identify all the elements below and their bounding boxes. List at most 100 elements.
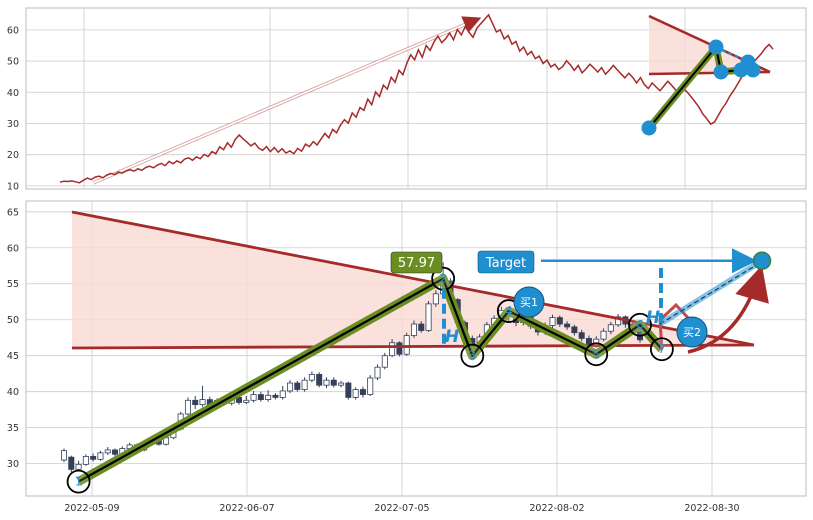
pattern-point-circle [649,337,674,362]
overview-pattern-marker [708,39,724,55]
x-tick-label: 2022-05-09 [64,503,119,514]
candle-down [345,382,352,398]
main-y-tick-label: 55 [7,279,19,290]
pattern-point-circle [460,343,485,368]
candle-up [265,394,272,400]
candle-down [192,399,199,406]
candle-up [104,449,111,454]
pattern-point-label: 5 [592,347,600,361]
overview-y-tick-label: 30 [7,119,19,130]
candle-up [410,323,417,336]
overview-y-tick-label: 50 [7,57,19,68]
candle-up [615,316,622,326]
candle-up [243,399,250,403]
candle-down [578,332,585,339]
projection-dashed [659,263,759,325]
main-y-tick-label: 50 [7,315,19,326]
main-y-tick-label: 60 [7,243,19,254]
candle-up [301,379,308,390]
price-label-box [390,251,443,274]
main-pattern-inner [78,277,663,483]
x-tick-label: 2022-08-30 [684,503,739,514]
pattern-point-label: 1 [75,475,83,489]
pattern-point-label: 2 [439,272,447,286]
candle-down [112,449,119,455]
target-label-box [477,250,535,274]
candle-down [359,389,366,395]
candle-up [199,399,206,406]
candle-down [571,326,578,334]
target-marker [752,251,772,270]
candle-up [600,330,607,340]
buy-marker-2 [676,316,708,348]
candle-down [316,374,323,386]
main-lower-trendline [71,343,755,350]
pattern-point-label: 3 [468,349,476,363]
pattern-point-circle [628,312,652,337]
overview-y-tick-label: 20 [7,150,19,161]
candle-up [607,324,614,332]
pattern-point-circle [584,342,609,367]
candle-up [287,382,294,392]
overview-price-line [59,13,774,184]
candle-down [330,379,337,386]
candle-up [389,342,396,357]
candle-down [294,382,301,390]
candle-up [338,382,345,386]
pattern-point-label: 4 [505,304,513,318]
candle-up [374,366,381,379]
candle-up [381,355,388,368]
candle-up [403,335,410,355]
main-y-tick-label: 45 [7,351,19,362]
candle-up [184,399,191,415]
candle-up [82,456,89,465]
main-y-tick-label: 65 [7,207,19,218]
overview-y-tick-label: 10 [7,181,19,192]
candle-down [556,317,563,325]
candle-up [308,374,315,381]
overview-pattern-marker [641,120,657,136]
candle-up [352,389,359,398]
buy-label-1: 买1 [520,296,538,309]
pattern-point-label: 6 [636,318,644,332]
candle-down [68,456,75,470]
candle-up [425,303,432,331]
x-tick-label: 2022-07-05 [374,503,429,514]
candle-up [323,379,330,386]
candle-down [564,323,571,328]
x-tick-label: 2022-06-07 [219,503,274,514]
target-label-text: Target [485,256,526,271]
candle-up [250,394,257,401]
candle-down [396,342,403,355]
pattern-point-label: 7 [658,342,666,356]
candle-up [367,377,374,395]
main-y-tick-label: 40 [7,387,19,398]
overview-rally-arrow-core [92,16,482,184]
overview-pattern-marker [713,64,729,80]
candle-down [257,394,264,400]
candle-up [97,452,104,460]
candle-up [61,450,68,461]
main-y-tick-label: 35 [7,423,19,434]
candle-up [75,463,82,470]
h-label-right: H [646,308,660,328]
pattern-point-circle [66,469,91,494]
overview-y-tick-label: 40 [7,88,19,99]
price-label-text: 57.97 [398,256,435,271]
candle-down [90,456,97,460]
candle-up [279,390,286,398]
overview-y-tick-label: 60 [7,25,19,36]
h-label-left: H [445,327,459,347]
main-y-tick-label: 30 [7,459,19,470]
x-tick-label: 2022-08-02 [529,503,584,514]
candle-down [418,323,425,331]
candle-down [272,394,279,398]
projection-zigzag [658,302,694,350]
candle-up [549,317,556,326]
candle-up [432,293,439,305]
buy-marker-1 [513,286,545,318]
overview-pattern-marker [745,62,761,78]
projection-curve-arrow [687,265,769,354]
buy-label-2: 买2 [683,326,701,339]
